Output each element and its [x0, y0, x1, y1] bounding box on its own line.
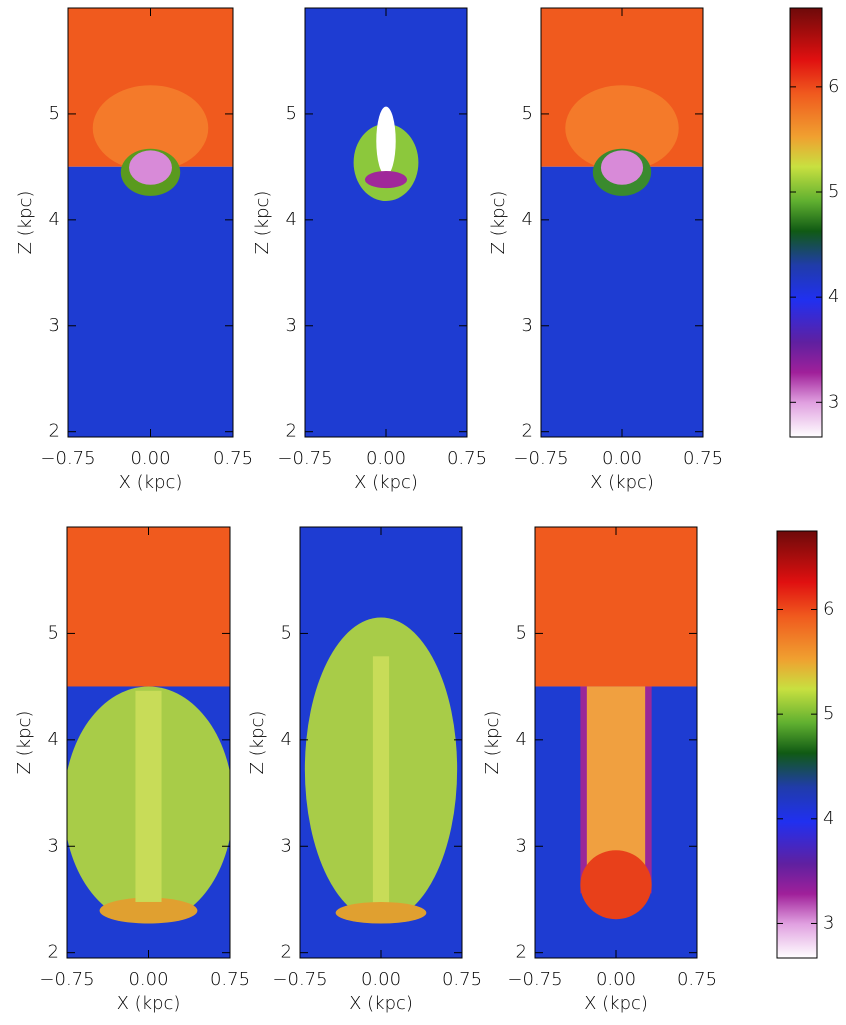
y-tick-label: 4: [48, 729, 59, 750]
x-axis-label: X (kpc): [119, 472, 183, 493]
x-axis-label: X (kpc): [349, 993, 413, 1014]
y-tick-label: 4: [286, 209, 297, 230]
x-axis-label: X (kpc): [117, 993, 181, 1014]
y-axis-label: Z (kpc): [252, 191, 273, 255]
y-tick-label: 3: [286, 315, 297, 336]
x-tick-label: 0.00: [596, 969, 636, 990]
field-image: [535, 527, 697, 958]
y-axis-label: Z (kpc): [247, 711, 268, 775]
colorbar-tick-label: 5: [828, 181, 839, 202]
field-region: [68, 167, 233, 437]
field-region: [365, 171, 407, 188]
y-tick-label: 5: [49, 103, 60, 124]
y-tick-label: 4: [49, 209, 60, 230]
y-tick-label: 5: [281, 622, 292, 643]
x-tick-label: −0.75: [39, 969, 94, 990]
y-axis-label: Z (kpc): [14, 711, 35, 775]
field-region: [376, 107, 395, 176]
x-tick-label: −0.75: [507, 969, 562, 990]
y-axis-label: Z (kpc): [488, 191, 509, 255]
y-tick-label: 2: [281, 942, 292, 963]
x-tick-label: 0.00: [361, 969, 401, 990]
x-tick-label: 0.75: [447, 448, 487, 469]
field-region: [535, 527, 697, 686]
field-region: [373, 656, 389, 906]
field-image: [541, 8, 703, 437]
y-tick-label: 2: [516, 942, 527, 963]
y-tick-label: 3: [48, 835, 59, 856]
field-image: [68, 8, 233, 437]
colorbar-tick-label: 3: [823, 912, 834, 933]
field-image: [300, 527, 462, 958]
field-image: [305, 8, 467, 437]
y-tick-label: 3: [516, 835, 527, 856]
y-tick-label: 4: [522, 209, 533, 230]
x-axis-label: X (kpc): [590, 472, 654, 493]
y-tick-label: 3: [281, 835, 292, 856]
y-tick-label: 5: [522, 103, 533, 124]
x-tick-label: 0.00: [602, 448, 642, 469]
y-tick-label: 3: [49, 315, 60, 336]
field-region: [129, 150, 172, 184]
colorbar-gradient: [790, 8, 822, 437]
x-tick-label: 0.75: [213, 448, 253, 469]
y-tick-label: 4: [516, 729, 527, 750]
y-axis-label: Z (kpc): [482, 711, 503, 775]
x-tick-label: 0.00: [128, 969, 168, 990]
figure: −0.75 0.00 0.75 2 3 4 5 X (kpc) Z (kpc) −0.75 0.00…: [0, 0, 846, 1025]
x-tick-label: 0.75: [210, 969, 250, 990]
field-region: [601, 150, 643, 184]
x-tick-label: −0.75: [277, 448, 332, 469]
field-region: [336, 902, 427, 924]
y-axis-label: Z (kpc): [15, 191, 36, 255]
field-image: [64, 527, 234, 958]
x-tick-label: −0.75: [272, 969, 327, 990]
x-tick-label: 0.75: [677, 969, 717, 990]
field-region: [305, 8, 467, 437]
colorbar-tick-label: 6: [823, 598, 834, 619]
x-axis-label: X (kpc): [584, 993, 648, 1014]
x-tick-label: 0.75: [442, 969, 482, 990]
colorbar-tick-label: 4: [828, 286, 839, 307]
y-tick-label: 5: [286, 103, 297, 124]
y-tick-label: 4: [281, 729, 292, 750]
colorbar-tick-label: 3: [828, 391, 839, 412]
x-tick-label: 0.00: [130, 448, 170, 469]
colorbar-tick-label: 6: [828, 76, 839, 97]
y-tick-label: 5: [48, 622, 59, 643]
x-tick-label: 0.00: [366, 448, 406, 469]
field-region: [541, 167, 703, 437]
colorbar-gradient: [777, 531, 817, 958]
y-tick-label: 2: [48, 942, 59, 963]
x-tick-label: −0.75: [513, 448, 568, 469]
colorbar-tick-label: 5: [823, 703, 834, 724]
x-axis-label: X (kpc): [354, 472, 418, 493]
x-tick-label: −0.75: [40, 448, 95, 469]
y-tick-label: 2: [522, 421, 533, 442]
x-tick-label: 0.75: [683, 448, 723, 469]
colorbar-tick-label: 4: [823, 808, 834, 829]
y-tick-label: 3: [522, 315, 533, 336]
y-tick-label: 5: [516, 622, 527, 643]
field-region: [135, 691, 161, 902]
y-tick-label: 2: [286, 421, 297, 442]
field-region: [67, 527, 230, 686]
y-tick-label: 2: [49, 421, 60, 442]
field-region: [580, 850, 651, 919]
